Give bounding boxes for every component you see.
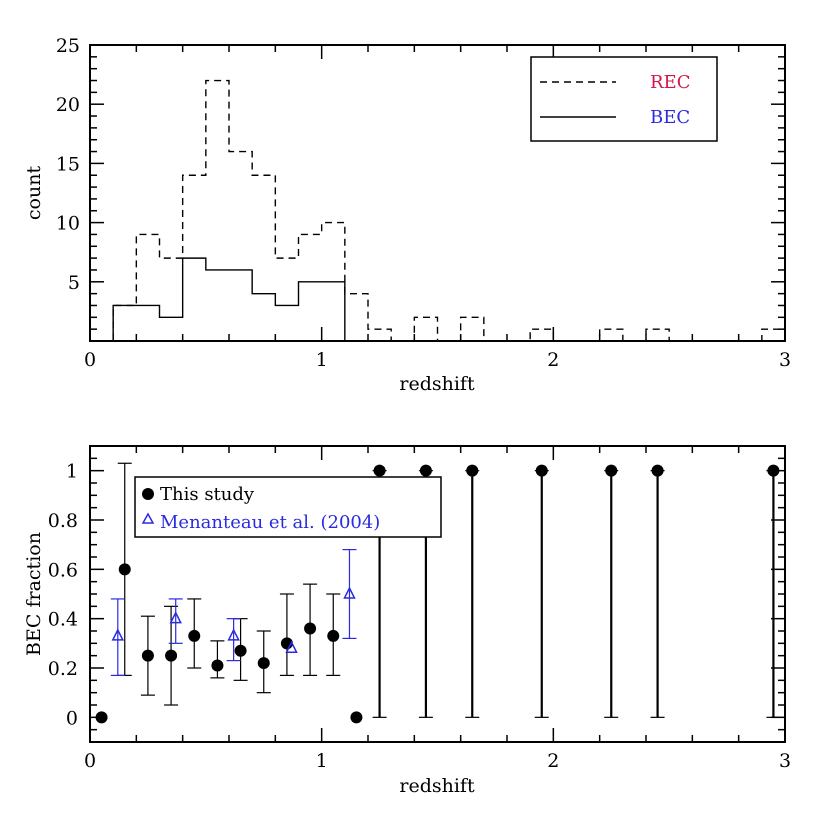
fraction-legend: This study Menanteau et al. (2004) bbox=[134, 476, 442, 538]
this-study-point bbox=[188, 629, 201, 642]
legend-this-study-marker bbox=[142, 488, 154, 500]
fraction-tick-labels: 0 1 2 3 0 0.2 0.4 0.6 0.8 1 bbox=[48, 461, 791, 772]
menanteau-point bbox=[343, 586, 356, 599]
this-study-point bbox=[211, 659, 224, 672]
legend-menanteau-label: Menanteau et al. (2004) bbox=[160, 512, 380, 533]
fraction-x-axis-label: redshift bbox=[399, 775, 475, 797]
fraction-legend-box bbox=[134, 476, 442, 538]
this-study-point bbox=[95, 711, 108, 724]
menanteau-point bbox=[169, 610, 182, 624]
x-tick-label: 3 bbox=[779, 750, 791, 772]
y-tick-label: 20 bbox=[56, 94, 80, 116]
y-tick-label: 0.8 bbox=[48, 510, 78, 532]
x-tick-label: 1 bbox=[316, 750, 328, 772]
this-study-point bbox=[304, 622, 317, 635]
x-tick-label: 3 bbox=[779, 349, 791, 371]
y-tick-label: 0.6 bbox=[48, 559, 78, 581]
y-tick-label: 0.2 bbox=[48, 658, 78, 680]
legend-menanteau-marker bbox=[141, 512, 155, 524]
x-tick-label: 0 bbox=[84, 750, 96, 772]
fraction-panel: 0 1 2 3 0 0.2 0.4 0.6 0.8 1 redshift BEC fraction… bbox=[23, 445, 791, 797]
y-tick-label: 15 bbox=[56, 153, 80, 175]
x-tick-label: 2 bbox=[547, 349, 559, 371]
histogram-bec-line bbox=[90, 257, 785, 342]
y-tick-label: 10 bbox=[56, 213, 80, 235]
histogram-series bbox=[90, 79, 786, 342]
this-study-point bbox=[141, 649, 154, 662]
this-study-point bbox=[327, 629, 340, 642]
histogram-panel: 0 1 2 3 5 10 15 20 25 redshift count REC BEC bbox=[23, 35, 791, 395]
y-tick-label: 1 bbox=[66, 461, 78, 483]
this-study-point bbox=[373, 464, 386, 477]
menanteau-point bbox=[227, 628, 240, 641]
legend-rec-label: REC bbox=[650, 72, 690, 93]
histogram-rec-line bbox=[90, 79, 786, 342]
histogram-legend-box bbox=[530, 56, 718, 142]
this-study-point bbox=[535, 464, 548, 477]
this-study-point bbox=[118, 563, 131, 576]
x-tick-label: 0 bbox=[84, 349, 96, 371]
histogram-y-axis-label: count bbox=[23, 166, 45, 221]
this-study-point bbox=[165, 649, 178, 662]
x-tick-label: 1 bbox=[316, 349, 328, 371]
histogram-x-axis-label: redshift bbox=[399, 373, 475, 395]
histogram-legend: REC BEC bbox=[530, 56, 718, 142]
y-tick-label: 5 bbox=[68, 272, 80, 294]
legend-bec-label: BEC bbox=[650, 107, 690, 128]
this-study-point bbox=[767, 464, 780, 477]
y-tick-label: 25 bbox=[56, 35, 80, 57]
this-study-point bbox=[651, 464, 664, 477]
histogram-ticks bbox=[89, 44, 786, 342]
fraction-points bbox=[95, 464, 780, 724]
this-study-point bbox=[605, 464, 618, 477]
y-tick-label: 0 bbox=[66, 707, 78, 729]
legend-this-study-label: This study bbox=[160, 484, 255, 505]
histogram-tick-labels: 0 1 2 3 5 10 15 20 25 bbox=[56, 35, 791, 371]
menanteau-point bbox=[111, 628, 125, 641]
this-study-point bbox=[257, 657, 270, 670]
fraction-y-axis-label: BEC fraction bbox=[23, 532, 45, 656]
y-tick-label: 0.4 bbox=[48, 609, 78, 631]
x-tick-label: 2 bbox=[547, 750, 559, 772]
this-study-point bbox=[466, 464, 479, 477]
menanteau-point bbox=[285, 640, 298, 654]
this-study-point bbox=[234, 644, 247, 657]
this-study-point bbox=[419, 464, 432, 477]
this-study-point bbox=[350, 711, 363, 724]
